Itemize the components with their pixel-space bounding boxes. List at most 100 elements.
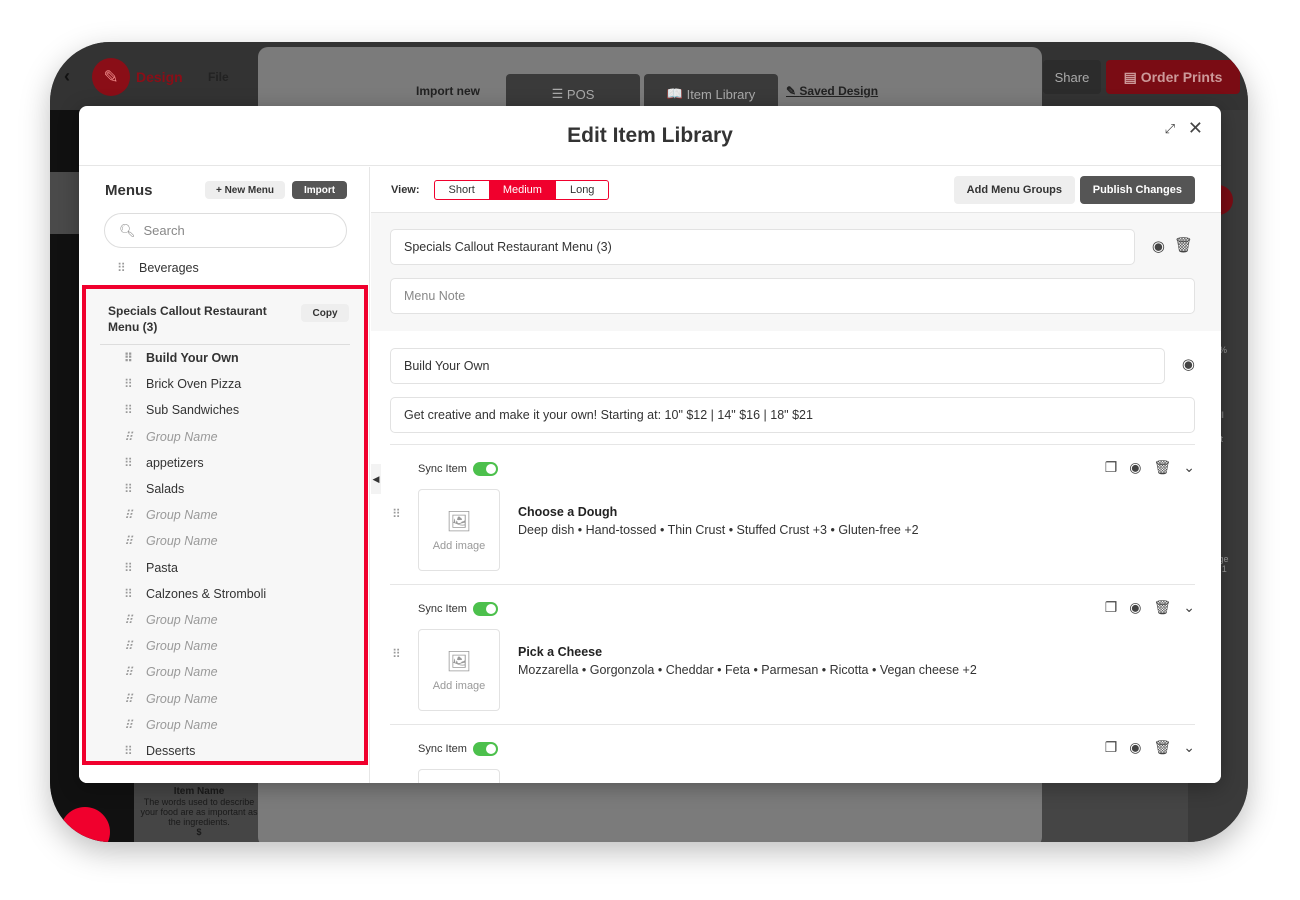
group-name-input[interactable]: Build Your Own xyxy=(390,348,1165,384)
list-item-label: Group Name xyxy=(146,665,218,680)
view-option-medium[interactable]: Medium xyxy=(488,180,556,199)
view-option-long[interactable]: Long xyxy=(569,183,595,196)
drag-handle-icon[interactable]: ⠿ xyxy=(117,261,126,276)
list-item[interactable]: ⠿ Group Name xyxy=(100,424,350,450)
drag-handle-icon[interactable]: ⠿ xyxy=(124,743,133,758)
toggle-switch[interactable] xyxy=(472,602,498,616)
list-item[interactable]: ⠿ Build Your Own xyxy=(100,345,350,371)
chevron-down-icon[interactable]: ⌄ xyxy=(1183,459,1195,475)
list-item-label: Group Name xyxy=(146,508,218,523)
drag-handle-icon[interactable]: ⠿ xyxy=(124,403,133,418)
sync-label: Sync Item xyxy=(418,463,467,475)
copy-icon[interactable]: ❐ xyxy=(1104,599,1118,615)
list-item-label: Group Name xyxy=(146,691,218,706)
toggle-switch[interactable] xyxy=(472,462,498,476)
sync-item-toggle[interactable]: Sync Item xyxy=(418,742,498,756)
sync-item-toggle[interactable]: Sync Item xyxy=(418,602,498,616)
sync-item-toggle[interactable]: Sync Item xyxy=(418,462,498,476)
copy-button[interactable]: Copy xyxy=(301,304,349,322)
drag-handle-icon[interactable]: ⠿ xyxy=(124,665,133,680)
list-item[interactable]: ⠿ Group Name xyxy=(100,659,350,685)
import-button[interactable]: Import xyxy=(292,181,347,199)
list-item[interactable]: ⠿ Group Name xyxy=(100,502,350,528)
order-prints-label: Order Prints xyxy=(1140,69,1223,85)
list-item[interactable]: ⠿ Group Name xyxy=(100,712,350,738)
item-description[interactable]: Mozzarella • Gorgonzola • Cheddar • Feta… xyxy=(518,663,977,677)
list-item[interactable]: ⠿ Sub Sandwiches xyxy=(100,397,350,423)
list-item[interactable]: ⠿ Group Name xyxy=(100,633,350,659)
drag-handle-icon[interactable]: ⠿ xyxy=(124,351,133,366)
list-item[interactable]: ⠿ Group Name xyxy=(100,607,350,633)
eye-icon[interactable]: ◉ xyxy=(1129,739,1142,755)
drag-handle-icon[interactable]: ⠿ xyxy=(392,507,401,521)
trash-icon[interactable]: 🗑︎ xyxy=(1173,237,1193,254)
drag-handle-icon[interactable]: ⠿ xyxy=(124,429,133,444)
add-image-button[interactable]: 🖼︎Add image xyxy=(418,769,500,783)
image-icon: 🖼︎ xyxy=(446,510,472,533)
document-icon: ▤ xyxy=(1123,68,1141,85)
list-item[interactable]: ⠿ appetizers xyxy=(100,450,350,476)
collapse-sidebar-handle[interactable]: ◀ xyxy=(371,464,381,494)
list-item[interactable]: ⠿ Salads xyxy=(100,476,350,502)
eye-icon[interactable]: ◉ xyxy=(1151,238,1165,255)
chat-button[interactable] xyxy=(60,807,110,842)
menu-name-input[interactable]: Specials Callout Restaurant Menu (3) xyxy=(390,229,1135,265)
list-item-label: Calzones & Stromboli xyxy=(146,586,267,601)
drag-handle-icon[interactable]: ⠿ xyxy=(124,612,133,627)
list-item[interactable]: ⠿ Beverages xyxy=(93,255,199,281)
drag-handle-icon[interactable]: ⠿ xyxy=(124,534,133,549)
copy-icon[interactable]: ❐ xyxy=(1104,459,1118,475)
share-button[interactable]: Share xyxy=(1043,60,1101,94)
list-item[interactable]: ⠿ Group Name xyxy=(100,685,350,711)
menu-group-title[interactable]: Specials Callout Restaurant Menu (3) xyxy=(108,304,267,334)
close-icon[interactable]: ✕ xyxy=(1187,118,1203,138)
saved-design-link[interactable]: ✎ Saved Design xyxy=(786,84,878,98)
item-name[interactable]: Choose a Dough xyxy=(518,505,618,519)
view-option-short[interactable]: Short xyxy=(448,183,475,196)
list-item[interactable]: ⠿ Group Name xyxy=(100,528,350,554)
drag-handle-icon[interactable]: ⠿ xyxy=(124,639,133,654)
item-name[interactable]: Pick a Cheese xyxy=(518,645,603,659)
toggle-switch[interactable] xyxy=(472,742,498,756)
trash-icon[interactable]: 🗑︎ xyxy=(1153,459,1172,475)
drag-handle-icon[interactable]: ⠿ xyxy=(124,455,133,470)
file-menu[interactable]: File xyxy=(208,70,229,84)
add-image-button[interactable]: 🖼︎Add image xyxy=(418,489,500,571)
menu-note-input[interactable]: Menu Note xyxy=(390,278,1195,314)
expand-icon[interactable]: ⤢ xyxy=(1164,121,1175,136)
chevron-down-icon[interactable]: ⌄ xyxy=(1183,599,1195,615)
eye-icon[interactable]: ◉ xyxy=(1129,459,1142,475)
list-item-label: Sub Sandwiches xyxy=(146,403,240,418)
trash-icon[interactable]: 🗑︎ xyxy=(1153,599,1172,615)
item-description[interactable]: Deep dish • Hand-tossed • Thin Crust • S… xyxy=(518,523,919,537)
drag-handle-icon[interactable]: ⠿ xyxy=(124,482,133,497)
list-item[interactable]: ⠿ Pasta xyxy=(100,555,350,581)
drag-handle-icon[interactable]: ⠿ xyxy=(392,647,401,661)
publish-changes-button[interactable]: Publish Changes xyxy=(1079,176,1195,204)
menus-sidebar: Menus + New Menu Import 🔍︎ Search ⠿ Bevera… xyxy=(79,167,370,783)
back-icon[interactable]: ‹ xyxy=(64,66,70,86)
order-prints-button[interactable]: ▤ Order Prints xyxy=(1106,60,1240,94)
drag-handle-icon[interactable]: ⠿ xyxy=(124,377,133,392)
eye-icon[interactable]: ◉ xyxy=(1129,599,1142,615)
drag-handle-icon[interactable]: ⠿ xyxy=(124,508,133,523)
menu-item-card: ⠿ Sync Item ❐◉🗑︎⌄ 🖼︎Add image xyxy=(390,724,1195,783)
copy-icon[interactable]: ❐ xyxy=(1104,739,1118,755)
add-image-button[interactable]: 🖼︎Add image xyxy=(418,629,500,711)
drag-handle-icon[interactable]: ⠿ xyxy=(124,586,133,601)
drag-handle-icon[interactable]: ⠿ xyxy=(124,560,133,575)
search-input[interactable]: 🔍︎ Search xyxy=(104,213,347,248)
add-menu-groups-button[interactable]: Add Menu Groups xyxy=(953,176,1075,204)
main-panel: View: Short Medium Long Add Menu Groups Pu… xyxy=(371,167,1221,783)
list-item[interactable]: ⠿ Desserts xyxy=(100,738,350,764)
new-menu-button[interactable]: + New Menu xyxy=(205,181,285,199)
drag-handle-icon[interactable]: ⠿ xyxy=(124,717,133,732)
drag-handle-icon[interactable]: ⠿ xyxy=(124,691,133,706)
list-item[interactable]: ⠿ Calzones & Stromboli xyxy=(100,581,350,607)
list-item[interactable]: ⠿ Brick Oven Pizza xyxy=(100,371,350,397)
group-description-input[interactable]: Get creative and make it your own! Start… xyxy=(390,397,1195,433)
eye-icon[interactable]: ◉ xyxy=(1181,356,1195,373)
menu-item-card: ⠿ Sync Item ❐ ◉ 🗑︎ ⌄ 🖼︎ Add image Pick a Che… xyxy=(390,584,1195,724)
trash-icon[interactable]: 🗑︎ xyxy=(1153,739,1172,755)
chevron-down-icon[interactable]: ⌄ xyxy=(1183,739,1195,755)
